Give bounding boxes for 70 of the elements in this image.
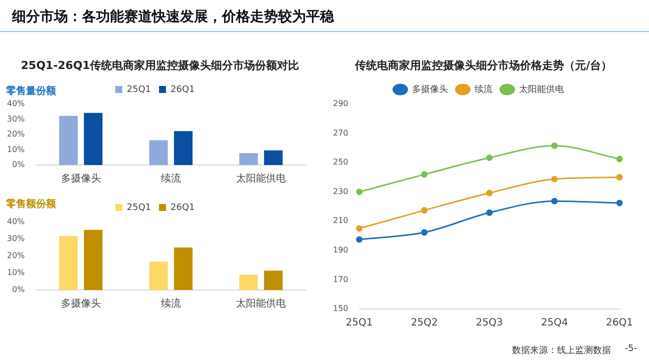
text: 细分市场：各功能赛道快速发展，价格走势较为平稳 [12, 8, 334, 26]
x-tick-label: 续流 [160, 172, 181, 185]
point [486, 154, 493, 161]
point [551, 198, 558, 204]
x-tick-label: 多摄像头 [60, 172, 101, 185]
bar [264, 270, 283, 290]
y-tick-label: 20% [7, 130, 26, 139]
x-tick-label: 25Q1 [346, 318, 373, 329]
point [616, 200, 623, 206]
source-note: 数据来源：线上监测数据 [512, 344, 611, 357]
text: -5- [624, 344, 637, 356]
bar [264, 150, 283, 165]
y-tick-label: 250 [332, 158, 348, 167]
y-tick-label: 0% [12, 285, 26, 294]
x-tick-label: 25Q4 [540, 318, 568, 329]
legend-label: 26Q1 [170, 84, 195, 95]
point [486, 209, 493, 216]
point [356, 225, 363, 232]
y-tick-label: 20% [7, 251, 26, 260]
bar [174, 248, 193, 290]
x-tick-label: 26Q1 [606, 318, 634, 329]
legend-label: 25Q1 [126, 84, 152, 95]
bar [149, 140, 168, 165]
point [356, 188, 363, 196]
point [551, 142, 558, 149]
bar [84, 112, 102, 165]
point [356, 236, 363, 243]
x-tick-label: 太阳能供电 [236, 298, 286, 310]
point [486, 190, 493, 196]
y-tick-label: 150 [332, 304, 348, 314]
bar [174, 131, 193, 165]
point [421, 171, 428, 178]
point [616, 174, 623, 180]
bar [59, 116, 78, 165]
y-tick-label: 270 [332, 128, 348, 138]
bar [239, 153, 258, 165]
point [421, 229, 428, 236]
x-tick-label: 续流 [160, 298, 181, 310]
x-tick-label: 多摄像头 [60, 298, 101, 310]
x-tick-label: 25Q2 [410, 318, 438, 329]
point [616, 156, 623, 162]
legend-label: 续流 [474, 84, 492, 95]
point [551, 176, 558, 182]
legend-label: 太阳能供电 [518, 84, 564, 95]
y-axis-title: 零售量份额 [6, 84, 56, 98]
legend-label: 25Q1 [126, 202, 152, 213]
y-tick-label: 290 [332, 99, 348, 108]
y-tick-label: 190 [332, 246, 348, 255]
y-tick-label: 40% [7, 99, 26, 108]
legend-label: 26Q1 [170, 202, 195, 213]
y-tick-label: 0% [12, 160, 26, 170]
y-tick-label: 210 [332, 216, 348, 226]
chart-title: 传统电商家用监控摄像头细分市场价格走势（元/台） [354, 58, 614, 73]
y-tick-label: 30% [7, 114, 26, 124]
chart-title: 25Q1-26Q1传统电商家用监控摄像头细分市场份额对比 [20, 58, 300, 73]
y-tick-label: 40% [7, 217, 26, 226]
bar [149, 262, 168, 290]
legend-label: 多摄像头 [412, 84, 448, 95]
x-tick-label: 太阳能供电 [236, 172, 286, 185]
y-tick-label: 10% [7, 144, 26, 154]
y-tick-label: 170 [332, 274, 348, 284]
bar [239, 274, 258, 290]
y-axis-title: 零售额份额 [6, 197, 56, 211]
y-tick-label: 230 [332, 186, 348, 196]
y-tick-label: 10% [7, 268, 26, 278]
bar [59, 236, 78, 290]
point [421, 207, 428, 214]
y-tick-label: 30% [7, 234, 26, 244]
x-tick-label: 25Q3 [476, 318, 503, 329]
bar [84, 230, 102, 290]
